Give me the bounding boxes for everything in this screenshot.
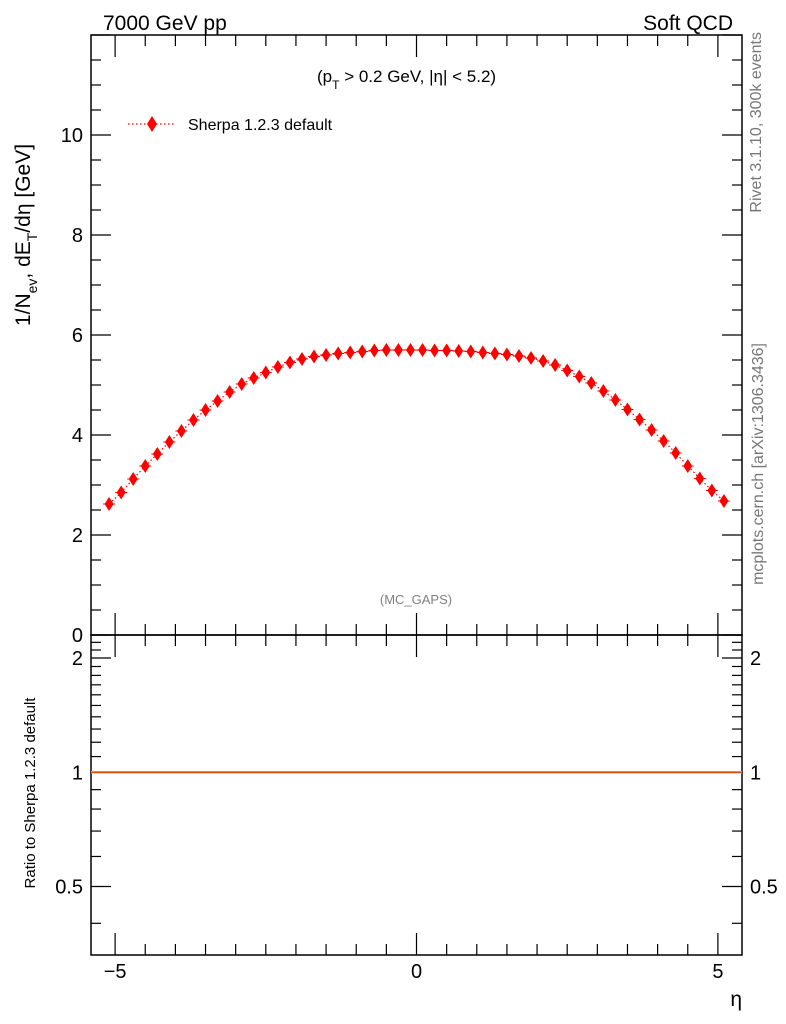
main-series-group xyxy=(103,343,730,511)
ratio-y-tick-label: 0.5 xyxy=(55,877,83,899)
main-y-axis-label: 1/Nev, dET/dη [GeV] xyxy=(12,144,40,326)
data-point xyxy=(647,423,657,437)
main-x-ticks xyxy=(114,35,719,635)
data-point xyxy=(140,459,150,473)
data-point xyxy=(405,343,415,357)
data-point xyxy=(116,485,126,500)
data-point xyxy=(297,352,307,366)
data-point xyxy=(514,349,524,363)
data-point xyxy=(357,344,367,359)
annotation-pre: (p xyxy=(317,67,332,86)
data-point xyxy=(225,385,235,399)
ratio-y-tick-label: 2 xyxy=(72,648,83,670)
data-point xyxy=(430,343,440,358)
kinematic-annotation: (pT > 0.2 GeV, |η| < 5.2) xyxy=(317,67,496,92)
legend-entry-label: Sherpa 1.2.3 default xyxy=(188,117,333,134)
main-y-tick-label: 4 xyxy=(72,425,83,447)
main-y-ticks: 0 2 4 6 8 10 xyxy=(61,34,742,647)
annotation-sub: T xyxy=(332,78,340,92)
data-point xyxy=(418,343,428,357)
data-point xyxy=(683,459,693,473)
data-point xyxy=(442,343,452,358)
data-point xyxy=(128,472,138,486)
data-point xyxy=(562,363,572,378)
data-point xyxy=(707,483,717,498)
data-point xyxy=(454,344,464,358)
data-point xyxy=(369,343,379,358)
data-point xyxy=(635,412,645,427)
main-y-tick-label: 10 xyxy=(61,125,83,147)
legend-marker xyxy=(147,116,157,132)
side-label-mcplots: mcplots.cern.ch [arXiv:1306.3436] xyxy=(750,343,767,585)
header-left: 7000 GeV pp xyxy=(103,12,227,35)
data-point xyxy=(285,355,295,370)
data-point xyxy=(152,447,162,461)
data-point xyxy=(104,497,114,511)
x-tick-label: 0 xyxy=(411,961,422,983)
data-point xyxy=(164,435,174,449)
header-right: Soft QCD xyxy=(643,12,733,35)
data-point xyxy=(490,346,500,361)
ratio-y-axis-label: Ratio to Sherpa 1.2.3 default xyxy=(22,697,39,889)
ratio-plot-frame xyxy=(90,634,743,956)
data-point xyxy=(719,494,729,508)
data-point xyxy=(610,393,620,407)
data-point xyxy=(333,346,343,361)
data-point xyxy=(659,434,669,448)
data-point xyxy=(273,360,283,374)
data-point xyxy=(176,424,186,438)
series-line xyxy=(108,349,725,505)
main-y-tick-label: 8 xyxy=(72,225,83,247)
data-point xyxy=(213,394,223,408)
ratio-plot-panel: 0.5 0.5 1 1 2 2 −5 0 5 Ratio to Sherpa 1.2.3 de… xyxy=(22,634,778,1011)
data-point xyxy=(478,345,488,360)
data-point xyxy=(321,348,331,362)
data-point xyxy=(574,369,584,384)
data-point xyxy=(201,403,211,417)
data-point xyxy=(695,471,705,486)
data-point xyxy=(261,365,271,380)
ratio-y-tick-label-right: 2 xyxy=(750,648,761,670)
main-y-tick-label: 6 xyxy=(72,325,83,347)
main-y-tick-label: 2 xyxy=(72,525,83,547)
data-point xyxy=(249,371,259,385)
x-axis-label: η xyxy=(730,988,742,1011)
data-point xyxy=(502,347,512,362)
annotation-post: > 0.2 GeV, |η| < 5.2) xyxy=(339,67,496,86)
data-point xyxy=(345,345,355,360)
ratio-y-ticks: 0.5 0.5 1 1 2 2 xyxy=(55,641,778,924)
ratio-y-tick-label-right: 1 xyxy=(750,762,761,784)
ratio-y-tick-label-right: 0.5 xyxy=(750,877,778,899)
x-tick-label: −5 xyxy=(104,961,127,983)
legend: Sherpa 1.2.3 default xyxy=(128,116,333,134)
ylabel-end: /dη [GeV] xyxy=(12,144,35,233)
data-point xyxy=(237,377,247,391)
data-point xyxy=(381,343,391,357)
data-point xyxy=(188,413,198,427)
main-y-tick-label: 0 xyxy=(72,625,83,647)
side-label-rivet: Rivet 3.1.10, 300k events xyxy=(748,32,765,213)
data-point xyxy=(526,351,536,365)
ylabel-sub1: ev xyxy=(24,279,40,294)
data-point xyxy=(671,446,681,460)
data-point xyxy=(550,358,560,372)
x-tick-label: 5 xyxy=(712,961,723,983)
data-point xyxy=(466,344,476,359)
data-point xyxy=(622,402,632,417)
data-point xyxy=(538,354,548,368)
analysis-watermark: (MC_GAPS) xyxy=(380,592,452,607)
data-point xyxy=(309,349,319,364)
data-point xyxy=(393,343,403,357)
ylabel-main: 1/N xyxy=(12,293,35,326)
data-point xyxy=(598,384,608,398)
ylabel-mid: , dE xyxy=(12,241,35,278)
ratio-y-tick-label: 1 xyxy=(72,762,83,784)
data-point xyxy=(586,376,596,390)
ratio-x-ticks: −5 0 5 xyxy=(104,635,723,983)
ylabel-sub2: T xyxy=(24,232,40,241)
